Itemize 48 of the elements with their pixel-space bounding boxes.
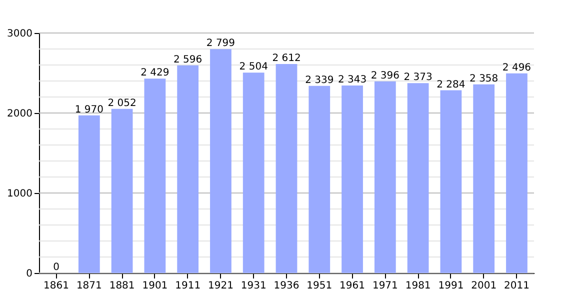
data-label: 2 496 [502, 62, 532, 74]
bar [473, 84, 495, 273]
data-label: 1 970 [74, 104, 104, 116]
data-label: 2 373 [404, 72, 432, 84]
data-label: 2 396 [370, 70, 400, 82]
bar [308, 86, 330, 273]
x-tick-label: 1936 [274, 280, 300, 292]
x-tick-label: 1921 [208, 280, 234, 292]
bar [506, 73, 528, 273]
data-label: 2 052 [108, 98, 136, 109]
x-tick-label: 2001 [471, 280, 497, 292]
x-tick-label: 1871 [76, 280, 102, 292]
bar [342, 86, 363, 273]
bar [144, 78, 166, 273]
x-tick-label: 1971 [372, 280, 398, 292]
bar [374, 81, 396, 273]
y-tick-label: 2000 [7, 108, 32, 120]
bar [276, 64, 298, 273]
y-tick-label: 0 [26, 268, 32, 280]
x-tick-label: 2011 [504, 280, 530, 292]
data-label: 2 429 [140, 68, 170, 79]
data-label: 2 343 [338, 74, 367, 86]
x-tick-label: 1881 [109, 280, 135, 292]
bar [177, 65, 199, 273]
data-label: 2 799 [206, 38, 236, 50]
x-tick-label: 1911 [175, 280, 201, 292]
data-label: 2 339 [305, 74, 334, 86]
data-label: 0 [53, 262, 60, 273]
data-label: 2 596 [174, 54, 202, 66]
y-tick-label: 3000 [7, 28, 32, 40]
x-tick-label: 1991 [438, 280, 464, 292]
x-tick-label: 1951 [306, 280, 332, 292]
x-tick-label: 1861 [44, 280, 69, 292]
x-tick-label: 1931 [240, 280, 266, 292]
bar [440, 90, 462, 273]
data-label: 2 612 [272, 53, 301, 64]
bar [407, 83, 429, 273]
x-tick-label: 1961 [340, 280, 366, 292]
bar [111, 108, 133, 273]
data-label: 2 284 [436, 79, 466, 90]
x-tick-label: 1981 [405, 280, 431, 292]
bar [210, 49, 232, 273]
bar [78, 115, 100, 273]
data-label: 2 358 [470, 73, 498, 84]
x-tick-label: 1901 [142, 280, 168, 292]
y-tick-label: 1000 [7, 188, 32, 200]
data-label: 2 504 [239, 62, 268, 73]
bar [242, 72, 264, 273]
